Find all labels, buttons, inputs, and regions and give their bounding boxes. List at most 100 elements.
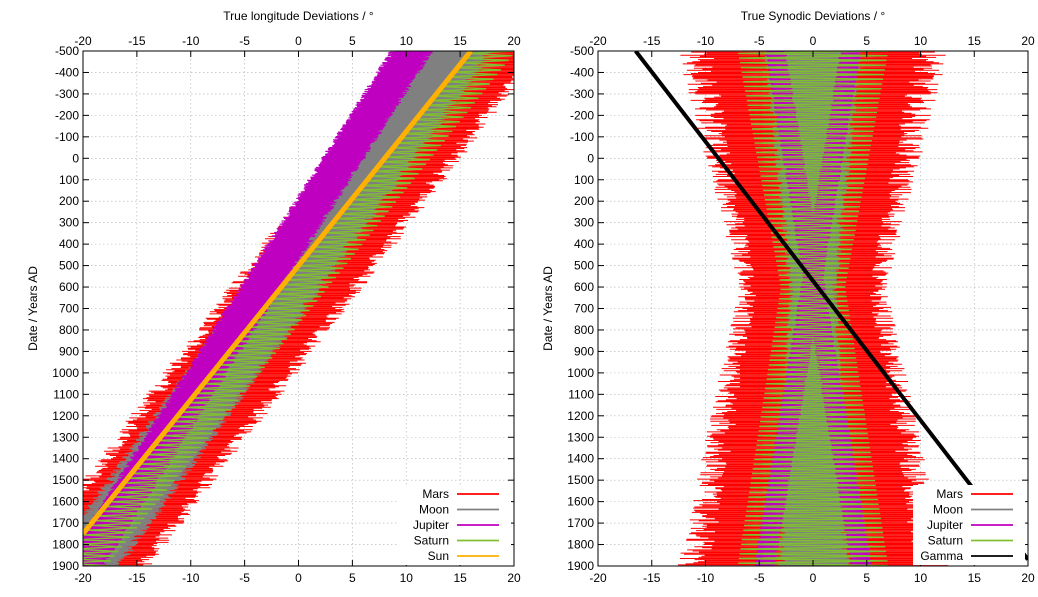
y-tick-label: 1400: [567, 452, 594, 466]
x-tick-label-bottom: 15: [453, 571, 467, 585]
legend-label-jupiter: Jupiter: [927, 518, 963, 532]
legend-label-jupiter: Jupiter: [413, 518, 449, 532]
plot-area: [634, 51, 1028, 566]
x-tick-label-bottom: 15: [968, 571, 982, 585]
legend-label-moon: Moon: [933, 503, 963, 517]
x-tick-label-bottom: 10: [400, 571, 414, 585]
y-axis-title: Date / Years AD: [541, 266, 555, 351]
series-gamma: [634, 51, 1028, 561]
y-tick-label: 100: [574, 173, 594, 187]
y-tick-label: 800: [574, 323, 594, 337]
y-tick-label: -200: [55, 108, 79, 122]
axis-ticks: -20-20-15-15-10-10-5-50055101015152020-5…: [567, 34, 1035, 585]
legend-label-mars: Mars: [936, 487, 963, 501]
y-tick-label: -400: [55, 65, 79, 79]
legend-label-moon: Moon: [419, 503, 449, 517]
y-tick-label: 900: [59, 344, 79, 358]
y-tick-label: -100: [55, 130, 79, 144]
y-tick-label: 0: [587, 151, 594, 165]
series-gamma-line: [634, 51, 1028, 561]
y-tick-label: 800: [59, 323, 79, 337]
y-tick-label: 300: [574, 216, 594, 230]
legend-label-saturn: Saturn: [414, 534, 449, 548]
y-tick-label: 1200: [52, 409, 79, 423]
y-tick-label: 1600: [52, 495, 79, 509]
x-tick-label-top: 5: [863, 34, 870, 48]
y-tick-label: -200: [570, 108, 594, 122]
y-tick-label: 1100: [568, 387, 594, 401]
x-tick-label-bottom: 0: [810, 571, 817, 585]
plot-area: [83, 51, 514, 566]
y-tick-label: 600: [574, 280, 594, 294]
y-tick-label: 400: [59, 237, 79, 251]
y-tick-label: -100: [570, 130, 594, 144]
y-tick-label: 500: [59, 259, 79, 273]
y-tick-label: 1800: [567, 538, 594, 552]
y-tick-label: 700: [59, 302, 79, 316]
legend-label-sun: Sun: [428, 549, 449, 563]
x-tick-label-top: 10: [400, 34, 414, 48]
x-tick-label-top: -10: [697, 34, 715, 48]
y-tick-label: 1700: [52, 516, 79, 530]
x-tick-label-bottom: -5: [239, 571, 250, 585]
x-tick-label-bottom: 20: [1021, 571, 1035, 585]
x-tick-label-bottom: -10: [697, 571, 715, 585]
y-tick-label: 200: [59, 194, 79, 208]
y-tick-label: 1300: [52, 430, 79, 444]
x-tick-label-top: -5: [754, 34, 765, 48]
x-tick-label-bottom: 5: [349, 571, 356, 585]
x-tick-label-top: -20: [589, 34, 607, 48]
x-tick-label-bottom: -15: [128, 571, 146, 585]
x-tick-label-bottom: 20: [507, 571, 521, 585]
y-tick-label: 600: [59, 280, 79, 294]
x-tick-label-bottom: 5: [863, 571, 870, 585]
legend-label-gamma: Gamma: [920, 549, 963, 563]
right-chart-panel: -20-20-15-15-10-10-5-50055101015152020-5…: [541, 9, 1035, 585]
y-tick-label: 1700: [567, 516, 594, 530]
x-tick-label-top: 0: [295, 34, 302, 48]
y-tick-label: 0: [72, 151, 79, 165]
x-tick-label-top: 20: [507, 34, 521, 48]
y-tick-label: 1400: [52, 452, 79, 466]
x-tick-label-top: -15: [643, 34, 661, 48]
x-tick-label-top: -10: [182, 34, 200, 48]
x-tick-label-top: 0: [810, 34, 817, 48]
y-tick-label: 1900: [567, 559, 594, 573]
y-tick-label: 1200: [567, 409, 594, 423]
x-tick-label-top: 5: [349, 34, 356, 48]
y-tick-label: 200: [574, 194, 594, 208]
x-tick-label-top: 20: [1021, 34, 1035, 48]
y-tick-label: -500: [55, 44, 79, 58]
y-tick-label: 700: [574, 302, 594, 316]
y-tick-label: 1600: [567, 495, 594, 509]
y-tick-label: 400: [574, 237, 594, 251]
y-tick-label: 1900: [52, 559, 79, 573]
series-sun-line: [83, 51, 473, 536]
y-tick-label: -300: [55, 87, 79, 101]
y-tick-label: 1800: [52, 538, 79, 552]
y-tick-label: 300: [59, 216, 79, 230]
y-axis-title: Date / Years AD: [26, 266, 40, 351]
x-tick-label-top: -5: [239, 34, 250, 48]
x-tick-label-top: 15: [453, 34, 467, 48]
y-tick-label: 100: [59, 173, 79, 187]
y-tick-label: 1300: [567, 430, 594, 444]
x-tick-label-top: 15: [968, 34, 982, 48]
x-tick-label-bottom: -20: [589, 571, 607, 585]
y-tick-label: 900: [574, 344, 594, 358]
series-sun: [83, 51, 473, 536]
y-tick-label: 1500: [52, 473, 79, 487]
x-tick-label-bottom: -15: [643, 571, 661, 585]
x-tick-label-top: -15: [128, 34, 146, 48]
y-tick-label: -500: [570, 44, 594, 58]
series-saturn-line: [738, 51, 889, 566]
series-saturn: [738, 51, 889, 566]
x-tick-label-bottom: -20: [74, 571, 92, 585]
x-tick-label-bottom: -10: [182, 571, 200, 585]
axis-ticks: -20-20-15-15-10-10-5-50055101015152020-5…: [52, 34, 521, 585]
x-tick-label-bottom: -5: [754, 571, 765, 585]
